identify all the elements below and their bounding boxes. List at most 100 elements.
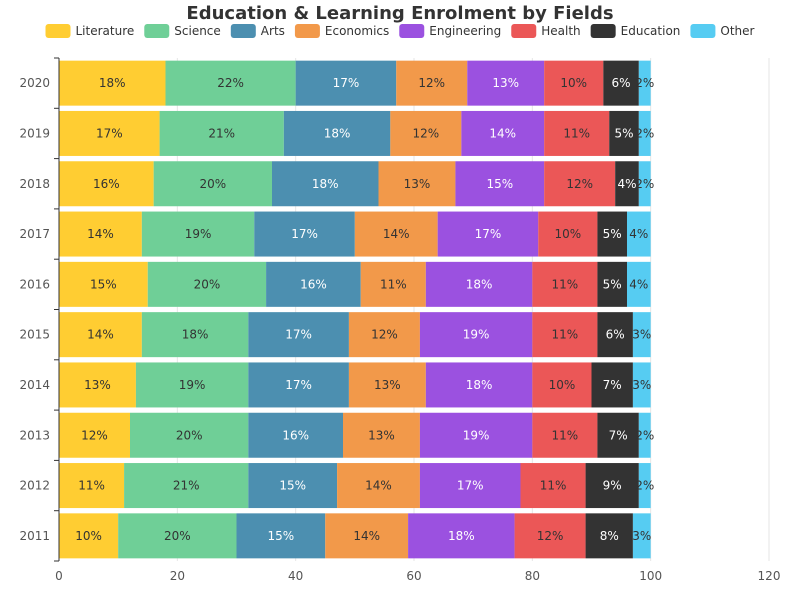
bar-segment-other-2012[interactable] <box>638 463 651 509</box>
bar-segment-other-2014[interactable] <box>632 362 651 408</box>
bar-segment-engineering-2014[interactable] <box>425 362 533 408</box>
bar-segment-economics-2016[interactable] <box>360 261 426 307</box>
data-label-education-2011: 8% <box>600 529 619 543</box>
bar-segment-engineering-2015[interactable] <box>419 312 533 358</box>
legend-label-engineering: Engineering <box>429 24 501 38</box>
legend-item-education[interactable]: Education <box>590 24 681 38</box>
legend-label-arts: Arts <box>261 24 285 38</box>
bar-segment-other-2016[interactable] <box>627 261 651 307</box>
bar-segment-other-2020[interactable] <box>638 60 651 106</box>
bar-segment-health-2020[interactable] <box>544 60 604 106</box>
bar-segment-health-2019[interactable] <box>544 110 610 156</box>
bar-segment-economics-2015[interactable] <box>348 312 420 358</box>
bar-segment-literature-2015[interactable] <box>59 312 142 358</box>
bar-segment-arts-2013[interactable] <box>248 412 343 458</box>
bar-segment-arts-2017[interactable] <box>254 211 355 257</box>
bar-segment-other-2019[interactable] <box>638 110 651 156</box>
bar-segment-science-2018[interactable] <box>153 161 272 207</box>
legend-item-economics[interactable]: Economics <box>294 24 389 38</box>
data-label-economics-2016: 11% <box>380 277 407 291</box>
bar-segment-education-2013[interactable] <box>597 412 639 458</box>
bar-segment-science-2013[interactable] <box>130 412 249 458</box>
bar-segment-other-2018[interactable] <box>638 161 651 207</box>
bar-segment-health-2014[interactable] <box>532 362 592 408</box>
bar-segment-engineering-2018[interactable] <box>455 161 545 207</box>
bar-segment-literature-2017[interactable] <box>59 211 142 257</box>
bar-segment-engineering-2016[interactable] <box>425 261 533 307</box>
bar-segment-health-2017[interactable] <box>538 211 598 257</box>
bar-segment-arts-2018[interactable] <box>272 161 379 207</box>
bar-segment-other-2015[interactable] <box>632 312 651 358</box>
bar-segment-science-2020[interactable] <box>165 60 296 106</box>
bar-segment-health-2018[interactable] <box>544 161 616 207</box>
bar-segment-literature-2019[interactable] <box>59 110 160 156</box>
bar-segment-science-2019[interactable] <box>159 110 284 156</box>
bar-segment-literature-2020[interactable] <box>59 60 166 106</box>
bar-segment-other-2017[interactable] <box>627 211 651 257</box>
data-label-health-2016: 11% <box>552 277 579 291</box>
legend-swatch-science <box>144 24 170 38</box>
bar-segment-education-2020[interactable] <box>603 60 639 106</box>
bar-segment-arts-2019[interactable] <box>283 110 391 156</box>
bar-segment-health-2016[interactable] <box>532 261 598 307</box>
bar-segment-engineering-2013[interactable] <box>419 412 533 458</box>
bar-segment-education-2012[interactable] <box>585 463 639 509</box>
data-label-economics-2012: 14% <box>365 479 392 493</box>
data-label-education-2012: 9% <box>603 479 622 493</box>
bar-segment-education-2018[interactable] <box>615 161 639 207</box>
bar-segment-literature-2018[interactable] <box>59 161 154 207</box>
bar-segment-health-2011[interactable] <box>514 513 586 559</box>
bar-segment-science-2015[interactable] <box>141 312 249 358</box>
bar-segment-education-2014[interactable] <box>591 362 633 408</box>
bar-segment-arts-2016[interactable] <box>266 261 361 307</box>
bar-segment-economics-2018[interactable] <box>378 161 456 207</box>
legend-item-science[interactable]: Science <box>144 24 221 38</box>
bar-segment-economics-2019[interactable] <box>390 110 462 156</box>
legend-item-literature[interactable]: Literature <box>45 24 135 38</box>
bar-segment-literature-2013[interactable] <box>59 412 130 458</box>
bar-segment-economics-2011[interactable] <box>325 513 409 559</box>
bar-segment-engineering-2020[interactable] <box>467 60 545 106</box>
bar-segment-economics-2017[interactable] <box>354 211 438 257</box>
bar-segment-economics-2020[interactable] <box>396 60 468 106</box>
bar-segment-literature-2014[interactable] <box>59 362 136 408</box>
legend-item-other[interactable]: Other <box>690 24 755 38</box>
bar-segment-arts-2015[interactable] <box>248 312 349 358</box>
bar-segment-education-2011[interactable] <box>585 513 633 559</box>
legend-item-health[interactable]: Health <box>511 24 581 38</box>
bar-segment-science-2012[interactable] <box>124 463 249 509</box>
bar-segment-education-2019[interactable] <box>609 110 639 156</box>
legend-label-other: Other <box>720 24 754 38</box>
bar-segment-engineering-2017[interactable] <box>437 211 539 257</box>
bar-segment-other-2013[interactable] <box>638 412 651 458</box>
bar-segment-engineering-2012[interactable] <box>419 463 521 509</box>
bar-segment-literature-2016[interactable] <box>59 261 148 307</box>
bar-segment-health-2012[interactable] <box>520 463 586 509</box>
data-label-engineering-2017: 17% <box>475 227 502 241</box>
bar-segment-economics-2013[interactable] <box>343 412 420 458</box>
bar-segment-engineering-2011[interactable] <box>408 513 515 559</box>
bar-segment-arts-2020[interactable] <box>295 60 397 106</box>
bar-segment-economics-2014[interactable] <box>348 362 426 408</box>
bar-segment-economics-2012[interactable] <box>337 463 420 509</box>
data-label-engineering-2012: 17% <box>457 479 484 493</box>
bar-segment-literature-2011[interactable] <box>59 513 119 559</box>
bar-segment-literature-2012[interactable] <box>59 463 125 509</box>
bar-segment-arts-2012[interactable] <box>248 463 338 509</box>
bar-segment-health-2013[interactable] <box>532 412 598 458</box>
bar-segment-arts-2014[interactable] <box>248 362 349 408</box>
bar-segment-science-2017[interactable] <box>141 211 255 257</box>
bar-segment-education-2016[interactable] <box>597 261 627 307</box>
legend-swatch-literature <box>45 24 71 38</box>
legend-item-engineering[interactable]: Engineering <box>399 24 501 38</box>
legend-item-arts[interactable]: Arts <box>230 24 285 38</box>
bar-segment-science-2016[interactable] <box>147 261 267 307</box>
bar-segment-engineering-2019[interactable] <box>461 110 545 156</box>
bar-segment-education-2015[interactable] <box>597 312 633 358</box>
bar-segment-education-2017[interactable] <box>597 211 627 257</box>
bar-segment-science-2014[interactable] <box>135 362 249 408</box>
bar-segment-health-2015[interactable] <box>532 312 598 358</box>
bar-segment-arts-2011[interactable] <box>236 513 326 559</box>
bar-segment-science-2011[interactable] <box>118 513 237 559</box>
bar-segment-other-2011[interactable] <box>632 513 651 559</box>
